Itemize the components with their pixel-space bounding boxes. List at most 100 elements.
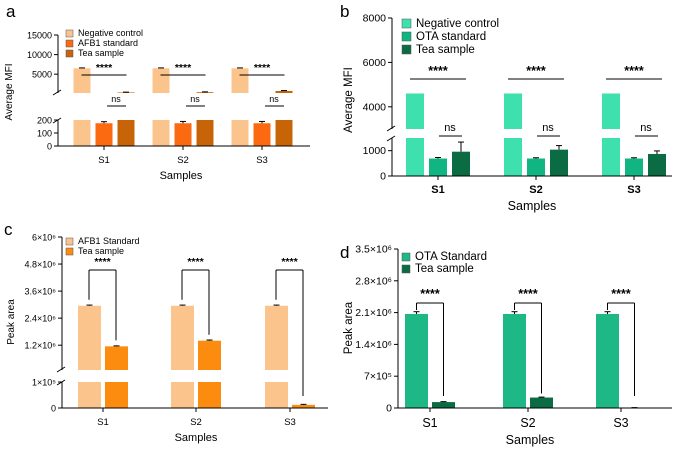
- bar-tea-sample-lower: [105, 382, 128, 408]
- x-tick-label: S1: [98, 155, 110, 166]
- significance-stars: ****: [281, 256, 298, 268]
- y-tick-label: 3.6×10⁶: [25, 287, 57, 297]
- y-tick-label: 0: [380, 171, 386, 183]
- break-mark: [52, 89, 62, 96]
- legend-swatch: [65, 39, 74, 48]
- bar-afb1-standard-lower: [174, 123, 192, 146]
- bar-tea-sample: [432, 402, 455, 408]
- x-tick-label: S2: [177, 155, 189, 166]
- legend-label: Tea sample: [415, 263, 474, 275]
- significance-stars: ****: [94, 256, 111, 268]
- panel-label: d: [340, 243, 349, 262]
- x-tick-label: S2: [529, 184, 542, 196]
- legend-swatch: [401, 18, 412, 29]
- x-axis-title: Samples: [506, 433, 555, 447]
- bar-tea-sample-lower: [452, 151, 470, 176]
- bar-ota-standard-lower: [527, 158, 545, 176]
- bar-ota-standard-lower: [429, 158, 447, 176]
- significance-ns: ns: [542, 122, 554, 134]
- bar-tea-sample-lower: [275, 120, 293, 146]
- significance-stars: ****: [420, 287, 440, 301]
- bar-tea-sample-lower: [292, 404, 315, 408]
- bar-negative-control-upper: [152, 68, 170, 93]
- y-tick-label: 4000: [363, 101, 387, 113]
- bar-negative-control-lower: [602, 138, 620, 176]
- bar-negative-control-upper: [504, 93, 522, 129]
- legend-swatch: [65, 237, 74, 246]
- bar-tea-sample: [530, 397, 553, 408]
- x-tick-label: S2: [520, 416, 535, 430]
- x-tick-label: S1: [431, 184, 444, 196]
- legend-swatch: [401, 31, 412, 42]
- y-tick-label: 2.8×10⁶: [355, 275, 392, 287]
- significance-stars: ****: [518, 287, 538, 301]
- y-axis-title: Average MFI: [4, 63, 15, 120]
- legend-swatch: [401, 44, 412, 55]
- y-tick-label: 15000: [27, 31, 52, 41]
- bar-ota-standard: [405, 313, 428, 408]
- y-tick-label: 2.4×10⁶: [25, 314, 57, 324]
- x-axis-title: Samples: [160, 170, 203, 182]
- significance-stars: ****: [526, 64, 546, 78]
- significance-stars: ****: [428, 64, 448, 78]
- x-tick-label: S3: [627, 184, 640, 196]
- bar-afb1-standard-upper: [265, 305, 288, 370]
- bar-ota-standard-lower: [625, 158, 643, 176]
- y-tick-label: 3.5×10⁶: [355, 244, 392, 256]
- significance-stars: ****: [175, 62, 192, 74]
- legend-label: AFB1 standard: [78, 38, 138, 48]
- axis-break-gap: [393, 129, 673, 138]
- y-tick-label: 1000: [363, 145, 387, 157]
- bar-tea-sample-upper: [105, 346, 128, 370]
- bar-ota-standard: [596, 313, 619, 408]
- panel-label: c: [4, 220, 13, 239]
- panel-label: a: [6, 2, 16, 21]
- significance-ns: ns: [444, 122, 456, 134]
- bar-tea-sample-upper: [198, 340, 221, 370]
- y-tick-label: 0: [47, 142, 52, 152]
- legend-label: OTA Standard: [415, 251, 487, 263]
- bar-negative-control-lower: [73, 120, 91, 146]
- y-tick-label: 6000: [363, 57, 387, 69]
- panel-b: b 0 1000 4000 6000 8000 S1 S2 S3 Samples Average M…: [340, 2, 673, 213]
- significance-stars: ****: [254, 62, 271, 74]
- y-tick-label: 200: [37, 116, 52, 126]
- y-tick-label: 8000: [363, 13, 387, 25]
- y-tick-label: 0: [51, 404, 56, 414]
- y-tick-label: 1.2×10⁶: [25, 341, 57, 351]
- y-axis-title: Average MFI: [343, 67, 355, 133]
- x-tick-label: S1: [97, 417, 109, 428]
- x-tick-label: S3: [284, 417, 296, 428]
- y-tick-label: 6×10⁶: [32, 233, 56, 243]
- bar-afb1-standard-lower: [78, 382, 101, 408]
- y-tick-label: 10000: [27, 50, 52, 60]
- legend-label: Tea sample: [416, 44, 475, 56]
- bar-negative-control-lower: [231, 120, 249, 146]
- bar-tea-sample-lower: [648, 153, 666, 176]
- y-tick-label: 5000: [32, 70, 52, 80]
- legend-swatch: [65, 49, 74, 58]
- x-tick-label: S1: [422, 416, 437, 430]
- y-tick-label: 4.8×10⁶: [25, 260, 57, 270]
- legend-label: Negative control: [78, 28, 143, 38]
- legend-swatch: [65, 29, 74, 38]
- y-axis-title: Peak area: [343, 301, 355, 354]
- x-tick-label: S3: [256, 155, 268, 166]
- significance-ns: ns: [190, 94, 200, 104]
- bar-afb1-standard-lower: [265, 382, 288, 408]
- y-tick-label: 1.4×10⁶: [355, 339, 392, 351]
- bar-afb1-standard-upper: [78, 305, 101, 370]
- significance-ns: ns: [640, 122, 652, 134]
- bar-tea-sample-upper: [275, 90, 293, 93]
- bar-afb1-standard-lower: [171, 382, 194, 408]
- legend-swatch: [401, 252, 411, 262]
- legend-label: Tea sample: [78, 48, 124, 58]
- bar-negative-control-lower: [152, 120, 170, 146]
- bar-tea-sample-lower: [117, 120, 135, 146]
- significance-stars: ****: [611, 287, 631, 301]
- significance-stars: ****: [624, 64, 644, 78]
- legend-label: Tea sample: [78, 246, 124, 256]
- bar-negative-control-lower: [504, 138, 522, 176]
- bar-afb1-standard-lower: [95, 123, 113, 146]
